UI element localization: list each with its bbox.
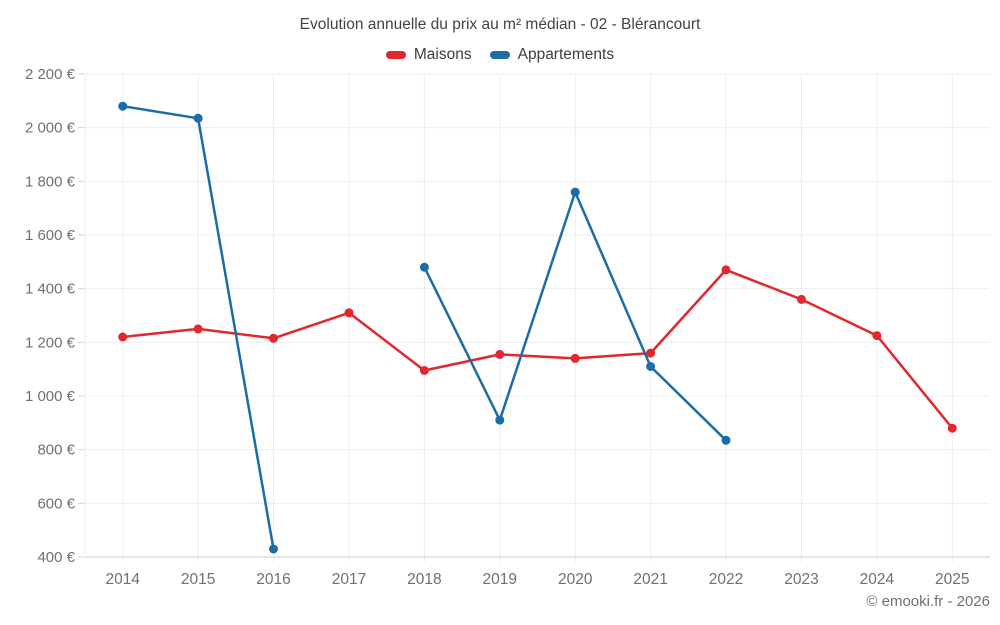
- appartements-point-2020: [570, 187, 580, 197]
- appartements-point-2015: [193, 113, 203, 123]
- x-tick-label-2022: 2022: [709, 571, 743, 588]
- legend-item-maisons[interactable]: Maisons: [385, 46, 472, 64]
- x-tick-label-2015: 2015: [181, 571, 215, 588]
- chart-title: Evolution annuelle du prix au m² médian …: [299, 16, 701, 33]
- maisons-point-2023: [797, 294, 806, 304]
- x-tick-label-2020: 2020: [558, 571, 593, 588]
- maisons-point-2025: [947, 423, 957, 433]
- legend-item-appartements[interactable]: Appartements: [489, 46, 615, 64]
- appartements-point-2016: [269, 544, 278, 554]
- y-tick-label-2200: 2 200 €: [25, 66, 76, 83]
- legend-swatch-appartements-icon: [489, 51, 510, 59]
- maisons-point-2014: [118, 332, 128, 342]
- legend-swatch-maisons-icon: [385, 51, 406, 59]
- appartements-point-2014: [118, 101, 128, 111]
- x-tick-label-2014: 2014: [105, 571, 140, 588]
- x-tick-label-2024: 2024: [860, 571, 895, 588]
- maisons-point-2019: [495, 349, 505, 359]
- maisons-point-2017: [344, 308, 354, 318]
- maisons-point-2021: [646, 348, 656, 358]
- x-tick-label-2017: 2017: [332, 571, 366, 588]
- y-tick-label-1200: 1 200 €: [25, 334, 76, 351]
- y-tick-label-600: 600 €: [37, 495, 75, 512]
- maisons-point-2022: [721, 265, 731, 275]
- maisons-line: [121, 268, 954, 430]
- y-tick-label-1600: 1 600 €: [25, 227, 76, 244]
- chart-legend: Maisons Appartements: [0, 46, 1000, 64]
- maisons-point-2018: [419, 366, 429, 375]
- x-tick-label-2021: 2021: [633, 571, 667, 588]
- maisons-point-2016: [269, 333, 278, 343]
- footer-credit: © emooki.fr - 2026: [866, 593, 990, 610]
- legend-label-maisons: Maisons: [413, 46, 472, 63]
- x-tick-label-2016: 2016: [256, 571, 290, 588]
- y-tick-label-1800: 1 800 €: [25, 173, 76, 190]
- appartements-point-2021: [646, 362, 656, 371]
- maisons-point-2015: [193, 324, 203, 334]
- y-tick-label-1400: 1 400 €: [25, 281, 76, 298]
- x-tick-label-2018: 2018: [407, 571, 441, 588]
- y-tick-label-1000: 1 000 €: [25, 388, 76, 405]
- maisons-point-2024: [872, 331, 882, 341]
- x-tick-label-2023: 2023: [784, 571, 818, 588]
- appartements-point-2018: [419, 262, 429, 272]
- x-tick-label-2025: 2025: [935, 571, 969, 588]
- y-tick-label-800: 800 €: [37, 442, 75, 459]
- x-tick-label-2019: 2019: [483, 571, 517, 588]
- appartements-point-2022: [721, 435, 731, 445]
- maisons-point-2020: [570, 353, 580, 363]
- appartements-point-2019: [495, 415, 505, 425]
- legend-label-appartements: Appartements: [517, 46, 615, 63]
- y-tick-label-2000: 2 000 €: [25, 120, 76, 137]
- y-tick-label-400: 400 €: [37, 549, 75, 566]
